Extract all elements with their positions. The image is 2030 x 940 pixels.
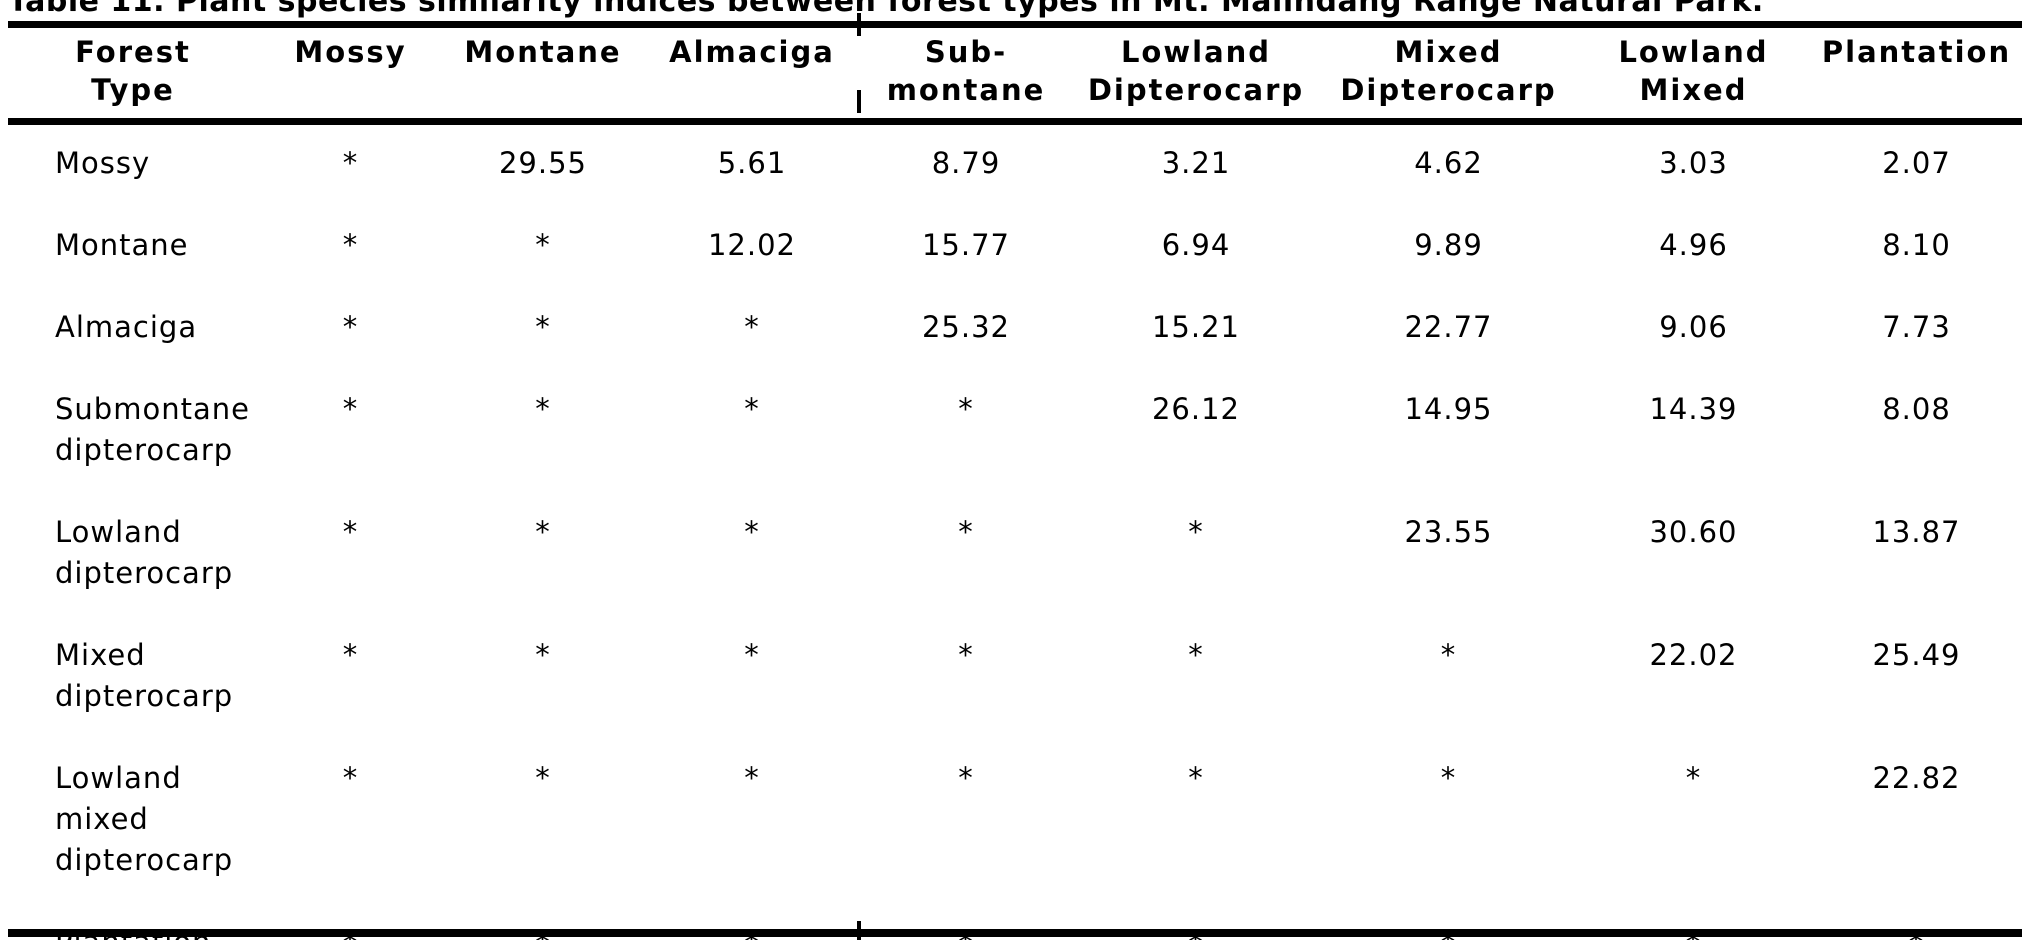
table-row-lowland-mixed-dipterocarp: Lowland mixed dipterocarp * * * * * * * …: [8, 758, 2022, 922]
header-lowland-mixed: Lowland Mixed: [1576, 24, 1811, 125]
similarity-cell: *: [744, 761, 760, 795]
table-row-submontane-dipterocarp: Submontane dipterocarp * * * * 26.12 14.…: [8, 389, 2022, 512]
header-almaciga: Almaciga: [643, 24, 861, 125]
similarity-cell: *: [342, 761, 359, 795]
similarity-cell: 14.39: [1649, 392, 1738, 426]
similarity-cell: 8.79: [931, 146, 1001, 180]
similarity-cell: *: [958, 761, 974, 795]
similarity-cell: *: [535, 515, 551, 549]
header-montane: Montane: [443, 24, 643, 125]
similarity-cell: 4.96: [1659, 228, 1728, 262]
similarity-cell: 22.02: [1649, 638, 1738, 672]
table-row-montane: Montane * * 12.02 15.77 6.94 9.89 4.96 8…: [8, 225, 2022, 307]
similarity-cell: 25.49: [1872, 638, 1961, 672]
similarity-table: Forest Type Mossy Montane Almaciga Sub- …: [8, 21, 2022, 940]
similarity-cell: *: [744, 638, 760, 672]
similarity-cell: 30.60: [1649, 515, 1738, 549]
header-submontane: Sub- montane: [861, 24, 1071, 125]
row-label: Lowland mixed dipterocarp: [55, 761, 234, 877]
similarity-cell: 6.94: [1161, 228, 1231, 262]
similarity-cell: 12.02: [707, 228, 797, 262]
similarity-cell: *: [535, 228, 551, 262]
similarity-cell: 26.12: [1151, 392, 1241, 426]
similarity-cell: 23.55: [1404, 515, 1493, 549]
similarity-cell: 14.95: [1404, 392, 1493, 426]
similarity-cell: *: [1685, 761, 1702, 795]
similarity-cell: 15.21: [1151, 310, 1241, 344]
header-row: Forest Type Mossy Montane Almaciga Sub- …: [8, 24, 2022, 125]
similarity-cell: 13.87: [1872, 515, 1961, 549]
similarity-cell: *: [1440, 761, 1457, 795]
similarity-cell: *: [958, 638, 974, 672]
similarity-cell: 25.32: [921, 310, 1011, 344]
similarity-cell: *: [744, 515, 760, 549]
similarity-cell: 8.10: [1882, 228, 1951, 262]
similarity-cell: 8.08: [1882, 392, 1951, 426]
similarity-cell: *: [342, 392, 359, 426]
similarity-cell: *: [744, 310, 760, 344]
row-label: Mixed dipterocarp: [55, 638, 234, 713]
similarity-cell: 15.77: [921, 228, 1011, 262]
header-forest-type: Forest Type: [8, 24, 258, 125]
header-mossy: Mossy: [258, 24, 443, 125]
header-lowland-dipterocarp: Lowland Dipterocarp: [1071, 24, 1321, 125]
similarity-cell: 4.62: [1414, 146, 1483, 180]
row-label: Mossy: [55, 146, 151, 180]
row-label: Submontane dipterocarp: [55, 392, 250, 467]
similarity-cell: 29.55: [498, 146, 588, 180]
similarity-cell: *: [958, 515, 974, 549]
similarity-cell: 3.03: [1659, 146, 1728, 180]
table-title: Table 11. Plant species similarity indic…: [8, 0, 1764, 19]
similarity-cell: *: [535, 310, 551, 344]
column-divider-tick-top: [857, 13, 861, 36]
similarity-cell: 7.73: [1882, 310, 1951, 344]
similarity-cell: *: [342, 638, 359, 672]
similarity-cell: 2.07: [1882, 146, 1951, 180]
similarity-cell: *: [1440, 638, 1457, 672]
similarity-cell: 5.61: [717, 146, 787, 180]
similarity-cell: *: [958, 392, 974, 426]
column-divider-tick-bottom: [857, 921, 861, 940]
header-mixed-dipterocarp: Mixed Dipterocarp: [1321, 24, 1576, 125]
similarity-cell: *: [1188, 638, 1204, 672]
table-row-lowland-dipterocarp: Lowland dipterocarp * * * * * 23.55 30.6…: [8, 512, 2022, 635]
similarity-cell: 9.89: [1414, 228, 1483, 262]
row-label: Almaciga: [55, 310, 198, 344]
similarity-cell: *: [342, 515, 359, 549]
table-row-mixed-dipterocarp: Mixed dipterocarp * * * * * * 22.02 25.4…: [8, 635, 2022, 758]
table-bottom-rule: [8, 929, 2022, 937]
similarity-cell: 3.21: [1161, 146, 1231, 180]
similarity-cell: *: [342, 146, 359, 180]
similarity-cell: 22.77: [1404, 310, 1493, 344]
similarity-cell: *: [342, 310, 359, 344]
similarity-cell: *: [535, 638, 551, 672]
table-row-mossy: Mossy * 29.55 5.61 8.79 3.21 4.62 3.03 2…: [8, 122, 2022, 226]
similarity-cell: *: [535, 392, 551, 426]
similarity-cell: *: [342, 228, 359, 262]
similarity-cell: *: [1188, 515, 1204, 549]
row-label: Montane: [55, 228, 189, 262]
similarity-cell: 9.06: [1659, 310, 1728, 344]
similarity-cell: 22.82: [1872, 761, 1961, 795]
table-row-almaciga: Almaciga * * * 25.32 15.21 22.77 9.06 7.…: [8, 307, 2022, 389]
column-divider-tick-header: [857, 90, 861, 113]
row-label: Lowland dipterocarp: [55, 515, 234, 590]
similarity-cell: *: [744, 392, 760, 426]
similarity-cell: *: [1188, 761, 1204, 795]
similarity-cell: *: [535, 761, 551, 795]
header-plantation: Plantation: [1811, 24, 2022, 125]
